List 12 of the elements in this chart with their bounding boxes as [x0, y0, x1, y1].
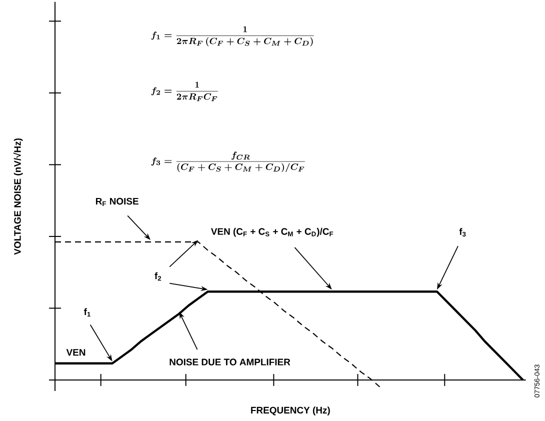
y-axis-title: VOLTAGE NOISE (nV/√Hz) — [13, 138, 23, 255]
text: VEN (C$_{F}$ + C$_{S}$ + C$_{M}$ + C$_{D}$)/C$_{F}$ — [210, 228, 334, 237]
text: R$_{F}$ NOISE — [96, 198, 138, 206]
annotation: NOISE DUE TO AMPLIFIER — [170, 358, 290, 366]
text: f$_{3}$ — [459, 228, 466, 237]
text: $f_3 = \frac{f_{CR}}{(C_F + C_S + C_M + C_D)/C_F}$ — [151, 152, 305, 172]
x-axis-title: FREQUENCY (Hz) — [251, 406, 330, 416]
annotation: f$_{1}$ — [84, 308, 90, 317]
text: $f_1 = \frac{1}{2\pi R_F\,(C_F + C_S + C_M + C_D)}$ — [151, 26, 314, 46]
text: $f_2 = \frac{1}{2\pi R_F C_F}$ — [151, 82, 218, 102]
annotation: f$_{2}$ — [154, 272, 162, 281]
annotation: VEN — [66, 349, 86, 356]
